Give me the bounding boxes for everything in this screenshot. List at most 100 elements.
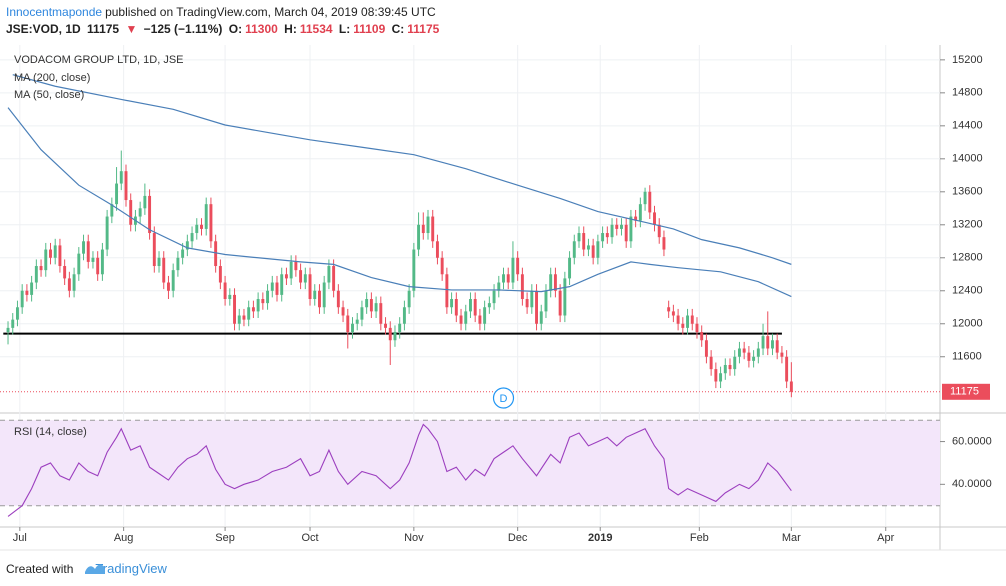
change-arrow: ▼	[125, 22, 138, 36]
candle-body	[601, 233, 605, 242]
ohlc-value: 11175	[407, 22, 440, 36]
candle-body	[313, 290, 317, 300]
candle-body	[195, 224, 199, 234]
candle-body	[209, 204, 213, 242]
marks	[0, 74, 940, 517]
candle-body	[417, 224, 421, 250]
y-tick-label: 12400	[952, 285, 983, 297]
x-tick-label: Mar	[782, 532, 801, 544]
candle-body	[369, 299, 373, 312]
publish-line: Innocentmaponde published on TradingView.…	[6, 5, 439, 19]
x-tick-label: Dec	[508, 532, 528, 544]
candle-body	[379, 303, 383, 324]
candle-body	[280, 274, 284, 295]
candle-body	[709, 356, 713, 370]
candle-body	[86, 241, 90, 262]
candle-body	[185, 241, 189, 250]
candle-body	[549, 274, 553, 291]
ohlc-value: 11534	[299, 22, 333, 36]
candle-body	[511, 257, 515, 283]
rsi-line	[7, 423, 792, 517]
y-tick-label: 14400	[952, 120, 983, 132]
candle-body	[289, 261, 293, 279]
x-tick-label: Jul	[13, 532, 27, 544]
candle-body	[582, 233, 586, 250]
candle-body	[530, 290, 534, 308]
candle-body	[643, 191, 647, 205]
candle-body	[228, 294, 232, 300]
candle-body	[586, 245, 590, 250]
y-tick-label: 15200	[952, 54, 983, 66]
ohlc-label: O:	[228, 22, 243, 36]
candle-body	[487, 303, 491, 308]
candle-body	[77, 253, 81, 275]
candle-body	[615, 224, 619, 229]
y-tick-label: 13200	[952, 219, 983, 231]
ohlc-value: 11300	[245, 22, 278, 36]
candle-body	[402, 307, 406, 324]
brand[interactable]: TradingView	[95, 561, 167, 576]
candle-body	[96, 257, 100, 275]
event-label: D	[500, 393, 508, 405]
candle-body	[492, 290, 496, 304]
y-tick-label: 13600	[952, 186, 983, 198]
candle-body	[351, 323, 354, 333]
y-tick-label: 12800	[952, 252, 983, 264]
candle-body	[771, 340, 774, 349]
candle-body	[789, 381, 793, 392]
rsi-title: RSI (14, close)	[14, 426, 87, 438]
ohlc-value: 11109	[353, 22, 386, 36]
candle-body	[360, 307, 364, 320]
x-tick-label: Feb	[690, 532, 709, 544]
candle-body	[756, 348, 760, 357]
y-tick-label: 60.0000	[952, 435, 992, 447]
candle-body	[275, 282, 279, 295]
candle-body	[780, 352, 784, 357]
candle-body	[223, 282, 227, 300]
event-marker	[492, 387, 515, 409]
candle-body	[308, 274, 312, 300]
logo-shape	[85, 564, 105, 574]
candle-body	[719, 373, 723, 382]
candle-body	[393, 332, 397, 341]
candle-body	[629, 216, 633, 242]
candle-body	[535, 290, 538, 324]
candle-body	[218, 266, 222, 283]
rsi-band	[0, 420, 940, 506]
y-tick-label: 14800	[952, 87, 983, 99]
candle-body	[539, 311, 543, 324]
candle-body	[167, 282, 170, 291]
candle-body	[294, 261, 298, 271]
last-price-box	[942, 383, 990, 400]
candle-body	[412, 249, 416, 291]
candle-body	[129, 200, 133, 225]
candle-body	[200, 224, 203, 229]
y-tick-label: 12000	[952, 318, 983, 330]
candle-body	[761, 336, 765, 349]
y-tick-label: 14000	[952, 153, 983, 165]
moving-average	[7, 107, 792, 298]
candle-body	[261, 299, 265, 304]
candle-body	[681, 323, 685, 328]
candle-body	[775, 340, 779, 353]
candle-body	[450, 299, 454, 308]
candle-body	[181, 249, 185, 258]
candle-body	[426, 216, 430, 234]
candle-body	[6, 327, 10, 333]
candle-body	[671, 311, 675, 316]
candle-body	[464, 311, 468, 324]
candle-body	[676, 315, 680, 324]
author[interactable]: Innocentmaponde	[6, 5, 103, 19]
ohlc-label: C:	[391, 22, 405, 36]
candle-body	[553, 274, 557, 291]
candle-body	[421, 224, 425, 234]
candle-body	[115, 183, 119, 205]
candle-body	[39, 266, 43, 271]
candle-body	[49, 249, 52, 258]
candle-body	[440, 257, 444, 275]
candle-body	[563, 278, 567, 316]
candle-body	[284, 274, 288, 279]
candle-body	[657, 224, 661, 238]
candle-body	[332, 266, 336, 291]
candle-body	[525, 299, 529, 308]
